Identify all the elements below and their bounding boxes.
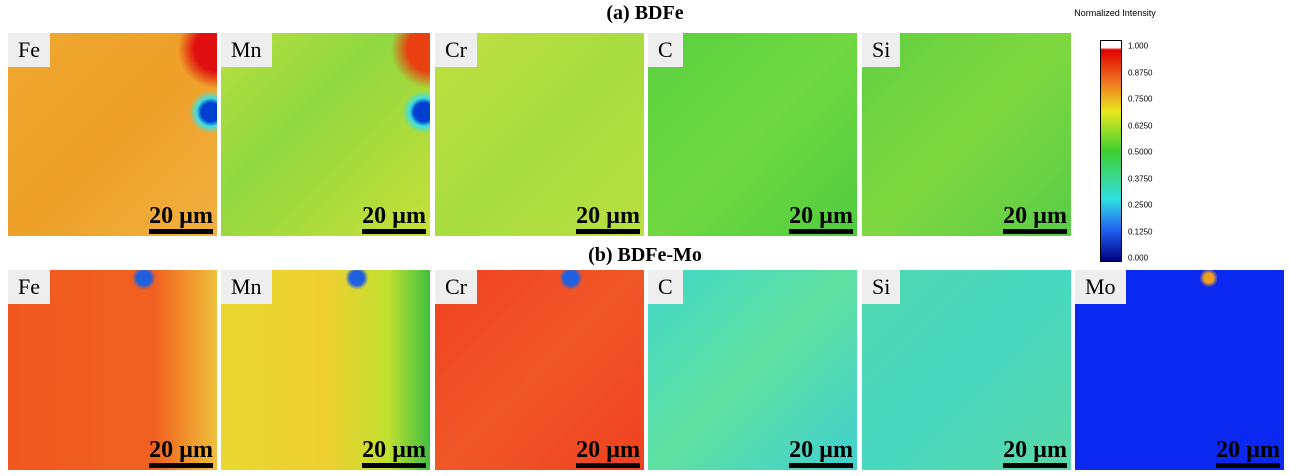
scale-label: 20 µm	[1003, 203, 1067, 229]
element-label: Mn	[221, 33, 272, 67]
colorbar-title: Normalized Intensity	[1074, 8, 1156, 18]
element-label: Mo	[1075, 270, 1126, 304]
scale-line	[576, 229, 640, 234]
map-panel: Mo 20 µm	[1075, 270, 1284, 470]
scale-label: 20 µm	[1216, 437, 1280, 463]
colorbar-tick: 0.6250	[1128, 121, 1153, 130]
scale-line	[362, 229, 426, 234]
scale-line	[576, 463, 640, 468]
colorbar-tick: 0.000	[1128, 253, 1149, 263]
row-title: (a) BDFe	[606, 2, 684, 24]
scale-line	[1003, 463, 1067, 468]
map-panel: Si 20 µm	[862, 33, 1071, 236]
map-panel: Cr 20 µm	[435, 33, 644, 236]
map-panel: Si 20 µm	[862, 270, 1071, 470]
scale-line	[149, 463, 213, 468]
map-panel: C 20 µm	[648, 33, 857, 236]
map-panel: Cr 20 µm	[435, 270, 644, 470]
scale-line	[789, 229, 853, 234]
scale-bar: 20 µm	[362, 437, 426, 468]
map-panel: C 20 µm	[648, 270, 857, 470]
element-label: C	[648, 33, 683, 67]
scale-bar: 20 µm	[149, 203, 213, 234]
map-panel: Mn 20 µm	[221, 270, 430, 470]
scale-bar: 20 µm	[149, 437, 213, 468]
scale-bar: 20 µm	[789, 437, 853, 468]
colorbar-tick: 0.8750	[1128, 68, 1153, 77]
scale-line	[149, 229, 213, 234]
scale-bar: 20 µm	[576, 203, 640, 234]
scale-bar: 20 µm	[362, 203, 426, 234]
colorbar-tick: 0.5000	[1128, 147, 1153, 157]
scale-bar: 20 µm	[789, 203, 853, 234]
element-label: Cr	[435, 33, 477, 67]
scale-label: 20 µm	[576, 203, 640, 229]
scale-bar: 20 µm	[1003, 203, 1067, 234]
scale-label: 20 µm	[576, 437, 640, 463]
colorbar-tick: 0.2500	[1128, 200, 1153, 210]
map-panel: Mn 20 µm	[221, 33, 430, 236]
scale-line	[362, 463, 426, 468]
colorbar-tick: 0.3750	[1128, 174, 1153, 183]
colorbar-tick: 0.7500	[1128, 94, 1153, 104]
scale-label: 20 µm	[362, 437, 426, 463]
element-label: Si	[862, 33, 901, 67]
row-title: (b) BDFe-Mo	[588, 244, 702, 266]
element-label: Fe	[8, 33, 50, 67]
colorbar-tick: 1.000	[1128, 41, 1149, 51]
element-label: Fe	[8, 270, 50, 304]
element-label: Cr	[435, 270, 477, 304]
scale-label: 20 µm	[149, 203, 213, 229]
scale-label: 20 µm	[149, 437, 213, 463]
element-label: Si	[862, 270, 901, 304]
scale-label: 20 µm	[1003, 437, 1067, 463]
map-panel: Fe 20 µm	[8, 270, 217, 470]
scale-bar: 20 µm	[1003, 437, 1067, 468]
scale-line	[1003, 229, 1067, 234]
scale-label: 20 µm	[362, 203, 426, 229]
colorbar	[1100, 40, 1122, 262]
colorbar-tick: 0.1250	[1128, 227, 1153, 236]
scale-label: 20 µm	[789, 203, 853, 229]
scale-bar: 20 µm	[576, 437, 640, 468]
scale-line	[1216, 463, 1280, 468]
element-label: C	[648, 270, 683, 304]
element-label: Mn	[221, 270, 272, 304]
scale-line	[789, 463, 853, 468]
map-panel: Fe 20 µm	[8, 33, 217, 236]
scale-label: 20 µm	[789, 437, 853, 463]
scale-bar: 20 µm	[1216, 437, 1280, 468]
